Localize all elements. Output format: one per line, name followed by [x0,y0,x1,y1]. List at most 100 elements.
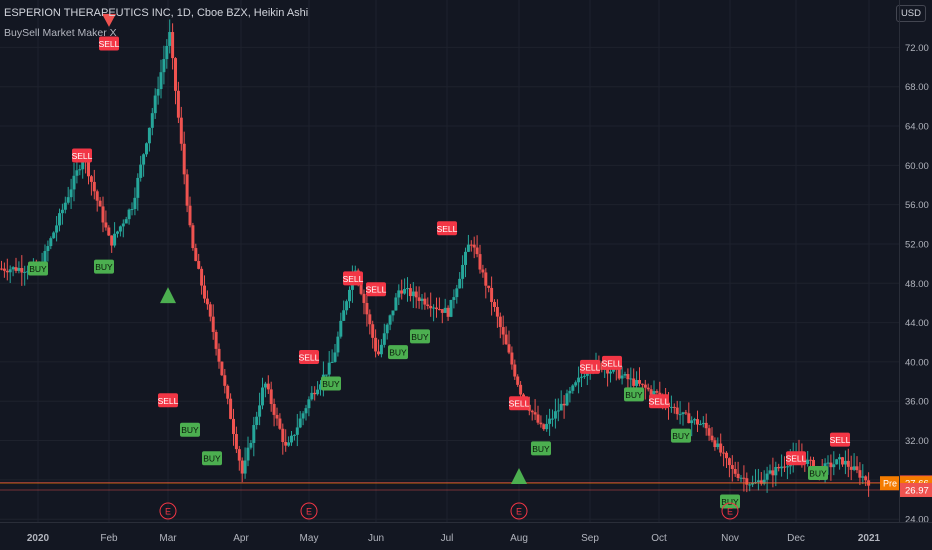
sell-signal-label[interactable]: SELL [158,393,179,408]
candle-body [510,352,514,365]
candle-body [327,362,331,375]
earnings-marker-icon[interactable] [721,502,739,520]
candle-body [487,285,491,288]
candle-body [403,288,407,294]
candle-body [843,460,847,465]
signal-label-box [671,428,691,443]
candle-body [478,254,482,270]
price-tick-label: 60.00 [905,161,929,172]
signal-label-box [28,261,48,276]
sell-signal-label[interactable]: SELL [649,394,670,409]
signal-label-box [808,465,828,480]
candle-body [458,278,462,289]
candle-body [617,369,621,379]
candle-body [838,457,842,460]
candle-body [411,291,415,297]
sell-signal-label[interactable]: SELL [830,432,851,447]
candle-body [374,337,378,352]
sell-signal-label[interactable]: SELL [580,359,601,374]
price-tick-label: 52.00 [905,239,929,250]
candle-body [397,290,401,298]
candle-body [466,244,470,252]
candle-body [507,344,511,353]
candle-body [55,225,59,233]
symbol-title[interactable]: ESPERION THERAPEUTICS INC, 1D, Cboe BZX,… [4,7,309,19]
indicator-name[interactable]: BuySell Market Maker X [4,27,117,39]
buy-signal-label[interactable]: BUY [624,387,644,402]
signal-label-text: SELL [580,362,601,372]
candle-body [693,419,697,421]
candle-body [200,268,204,286]
candle-body [542,424,546,430]
candle-body [298,418,302,428]
buy-signal-label[interactable]: BUY [671,428,691,443]
candle-body [330,361,334,363]
candle-body [498,316,502,328]
buy-signal-label[interactable]: BUY [28,261,48,276]
candle-body [400,290,404,294]
candle-body [649,389,653,395]
candle-body [484,272,488,286]
buy-signal-label[interactable]: BUY [410,329,430,344]
buy-signal-label[interactable]: BUY [94,259,114,274]
candle-body [0,268,3,270]
signal-label-box [158,393,178,408]
buy-signal-label[interactable]: BUY [321,376,341,391]
buy-signal-label[interactable]: BUY [808,465,828,480]
candle-body [339,320,343,337]
candle-body [536,414,540,423]
sell-signal-label[interactable]: SELL [366,282,387,297]
candle-body [426,304,430,307]
buy-signal-label[interactable]: BUY [202,451,222,466]
candle-body [359,281,363,294]
sell-signal-label[interactable]: SELL [99,36,120,51]
candle-body [124,219,128,224]
candle-body [194,248,198,262]
candle-body [336,336,340,353]
sell-signal-label[interactable]: SELL [72,148,93,163]
time-tick-label: Sep [581,533,599,544]
sell-signal-label[interactable]: SELL [343,271,364,286]
candle-body [188,205,192,226]
candle-body [690,420,694,424]
signal-label-box [72,148,92,163]
currency-button[interactable]: USD [895,5,926,22]
earnings-marker-icon[interactable] [300,502,318,520]
signal-label-box [366,282,386,297]
candle-body [698,424,702,426]
earnings-marker-icon[interactable] [510,502,528,520]
earnings-marker-icon[interactable] [159,502,177,520]
candle-body [295,427,299,435]
candle-body [696,419,699,425]
candle-body [481,269,485,273]
signal-label-text: BUY [672,431,690,441]
candle-body [255,416,259,426]
signal-label-box [99,36,119,51]
candle-body [176,90,180,118]
sell-signal-label[interactable]: SELL [786,451,807,466]
candle-body [678,414,682,416]
sell-signal-label[interactable]: SELL [602,355,623,370]
candle-body [87,160,90,177]
candle-body [49,238,53,247]
candle-body [278,418,282,429]
candle-body [446,307,450,317]
candle-body [226,385,230,399]
sell-signal-label[interactable]: SELL [509,396,530,411]
buy-signal-label[interactable]: BUY [388,345,408,360]
candle-body [75,170,79,176]
candle-body [284,441,288,446]
candle-body [333,352,337,362]
candle-body [26,271,30,273]
buy-signal-label[interactable]: BUY [531,441,551,456]
sell-signal-label[interactable]: SELL [299,350,320,365]
candle-body [809,459,813,461]
candle-body [130,209,134,211]
sell-signal-label[interactable]: SELL [437,221,458,236]
candle-body [756,480,760,483]
time-tick-label: Nov [721,533,739,544]
buy-signal-label[interactable]: BUY [180,422,200,437]
candle-body [733,468,737,474]
